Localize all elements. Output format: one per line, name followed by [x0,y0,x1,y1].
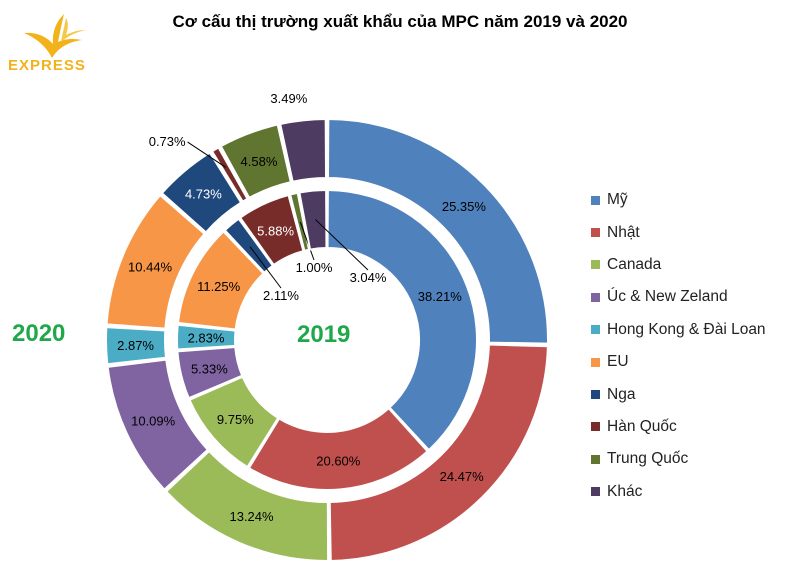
legend-item-eu: EU [591,346,766,378]
data-label-2019-eu: 11.25% [197,279,241,294]
legend-label: Khác [607,482,643,500]
callout-line-2020-han-quoc [187,141,227,168]
legend-item-han-quoc: Hàn Quốc [591,411,766,443]
legend-swatch [591,390,600,400]
legend-label: Nhật [607,223,640,241]
legend-item-hong-kong-dai-loan: Hong Kong & Đài Loan [591,314,766,346]
legend-swatch [591,292,600,302]
legend-label: Canada [607,255,662,273]
data-label-2019-my: 38.21% [418,289,463,304]
slice-2019-trung-quoc [288,191,311,253]
slice-2020-uc-new-zeland [106,358,210,492]
data-label-2020-han-quoc: 0.73% [149,134,186,149]
logo-text: EXPRESS [8,57,86,74]
legend-item-khac: Khác [591,476,766,508]
data-label-2020-my: 25.35% [442,199,487,214]
callout-line-2019-trung-quoc [299,221,315,261]
slice-2019-nga [223,217,275,275]
slice-2019-uc-new-zeland [176,345,244,400]
slice-2019-canada [188,375,280,469]
data-label-2020-eu: 10.44% [128,260,173,275]
legend-label: Hàn Quốc [607,417,677,435]
legend-label: Hong Kong & Đài Loan [607,320,766,338]
legend-swatch [591,487,600,497]
data-label-2019-nga: 2.11% [263,288,299,303]
data-label-2020-khac: 3.49% [270,91,307,106]
slice-2020-hong-kong-dai-loan [105,326,168,366]
data-label-2019-canada: 9.75% [217,412,254,427]
data-label-2020-uc-new-zeland: 10.09% [131,413,176,428]
legend-item-canada: Canada [591,249,766,281]
slice-2020-trung-quoc [219,123,293,200]
slice-2020-canada [164,449,330,562]
slice-2019-my [326,188,478,452]
slice-2020-eu [105,193,207,330]
data-label-2019-uc-new-zeland: 5.33% [191,361,228,376]
chart-legend: Mỹ Nhật Canada Úc & New Zeland Hong Kong & Đ… [591,184,766,508]
legend-label: Nga [607,385,636,403]
logo-bird-icon [24,14,86,58]
outer-ring-year-label: 2020 [12,320,66,347]
legend-item-nga: Nga [591,378,766,410]
legend-label: Mỹ [607,191,628,209]
legend-swatch [591,195,600,205]
legend-label: Trung Quốc [607,450,689,468]
data-label-2020-canada: 13.24% [229,509,274,524]
data-label-2019-nhat: 20.60% [316,453,361,468]
data-label-2020-trung-quoc: 4.58% [241,154,278,169]
slice-2019-nhat [247,406,429,491]
inner-ring-year-label: 2019 [297,321,351,348]
slice-2019-hong-kong-dai-loan [176,323,237,351]
data-label-2019-khac: 3.04% [350,270,387,285]
slice-2020-nhat [328,343,549,562]
data-label-2020-nga: 4.73% [185,187,222,202]
chart-title: Cơ cấu thị trường xuất khẩu của MPC năm … [172,12,628,31]
callout-line-2019-khac [315,219,369,271]
legend-swatch [591,325,600,335]
legend-item-uc-new-zeland: Úc & New Zeland [591,281,766,313]
legend-swatch [591,357,600,367]
data-label-2019-han-quoc: 5.88% [257,223,294,238]
data-label-2019-hong-kong-dai-loan: 2.83% [188,331,225,346]
slice-2019-eu [176,230,265,331]
legend-swatch [591,260,600,270]
express-logo [6,8,106,78]
data-label-2020-hong-kong-dai-loan: 2.87% [117,338,154,353]
legend-swatch [591,454,600,464]
slice-2020-khac [279,117,328,183]
slice-2020-han-quoc [210,146,249,204]
data-label-2020-nhat: 24.47% [440,469,485,484]
slice-2019-khac [298,188,328,251]
legend-item-my: Mỹ [591,184,766,216]
slice-2020-my [326,117,549,345]
slice-2020-nga [160,151,243,234]
callout-line-2019-nga [249,246,282,289]
legend-swatch [591,228,600,238]
legend-item-nhat: Nhật [591,216,766,248]
data-label-2019-trung-quoc: 1.00% [296,260,333,275]
legend-swatch [591,422,600,432]
legend-item-trung-quoc: Trung Quốc [591,443,766,475]
legend-label: EU [607,353,629,371]
slice-2019-han-quoc [238,193,305,267]
legend-label: Úc & New Zeland [607,288,728,306]
